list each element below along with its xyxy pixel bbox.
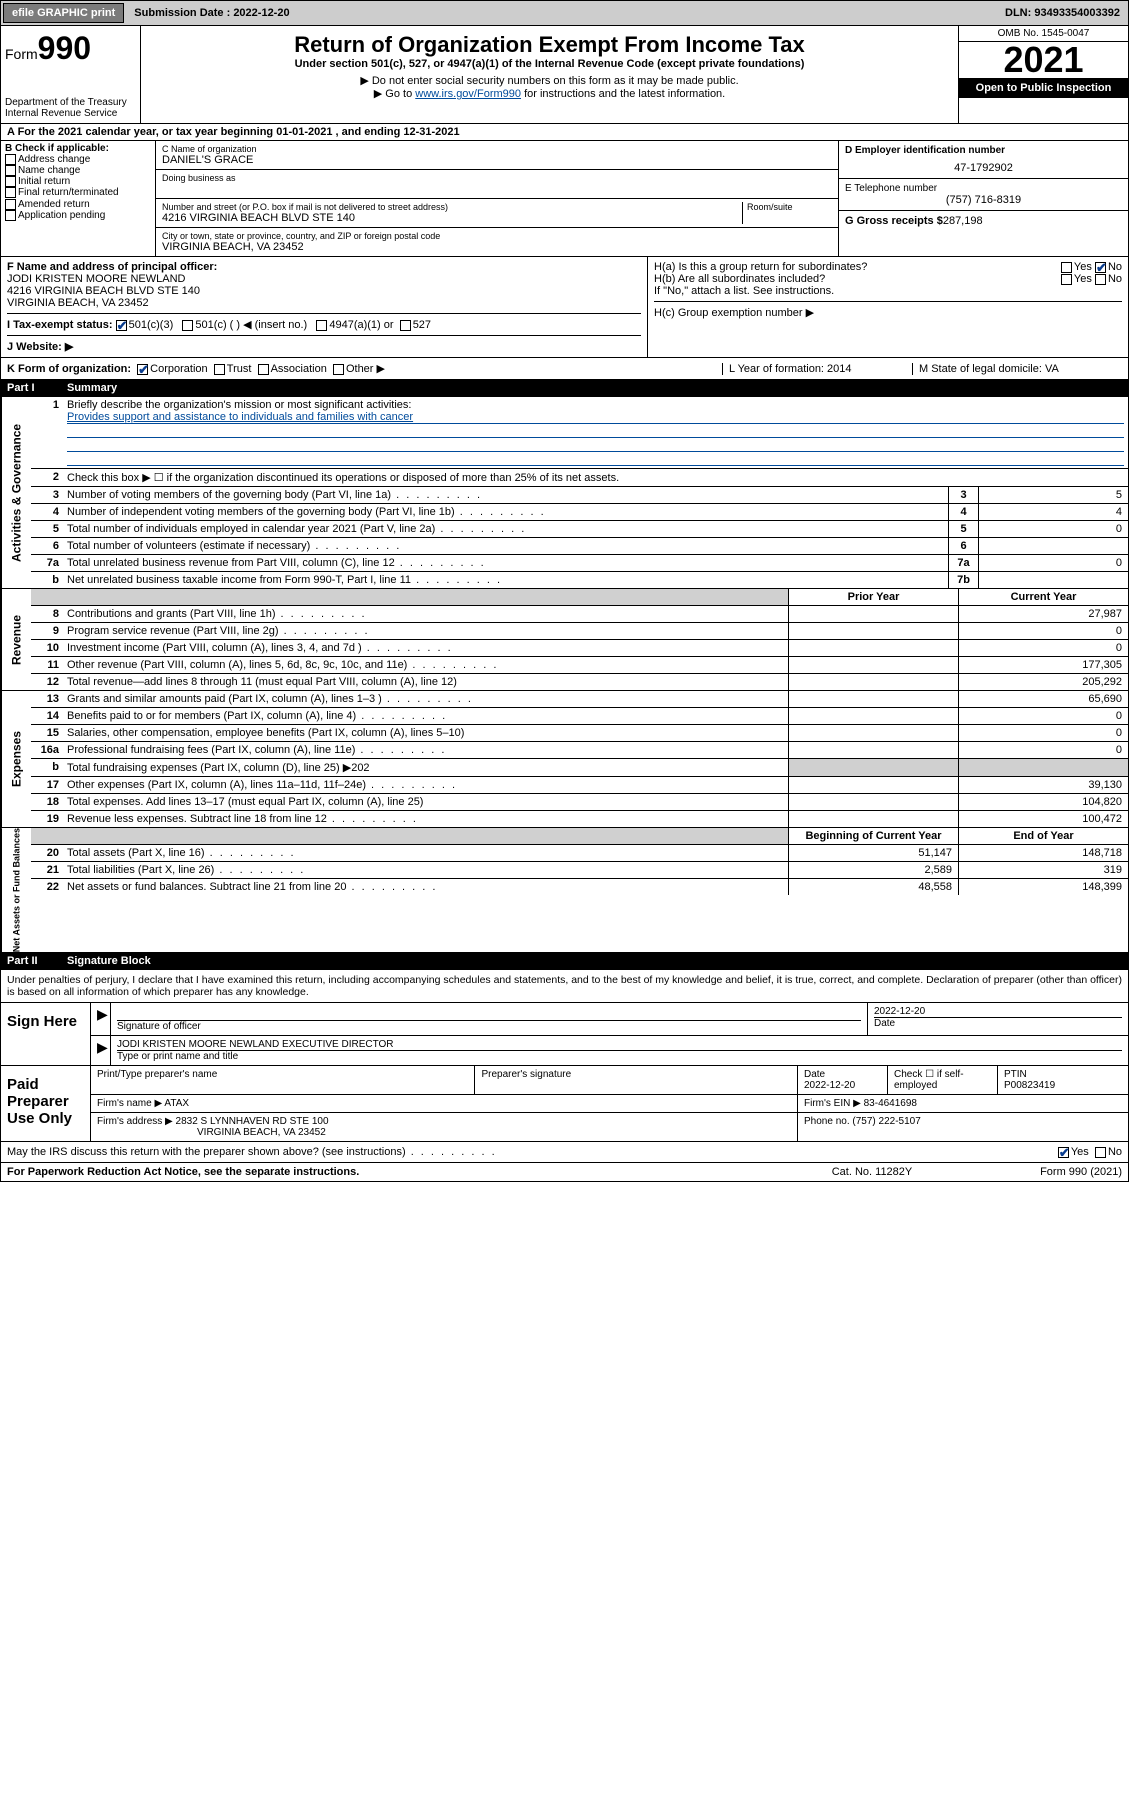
officer-line2: 4216 VIRGINIA BEACH BLVD STE 140 — [7, 285, 641, 297]
chk-other[interactable] — [333, 364, 344, 375]
org-name: DANIEL'S GRACE — [162, 154, 832, 166]
chk-amended[interactable] — [5, 199, 16, 210]
page-footer: For Paperwork Reduction Act Notice, see … — [0, 1163, 1129, 1182]
perjury-text: Under penalties of perjury, I declare th… — [0, 970, 1129, 1003]
chk-501c[interactable] — [182, 320, 193, 331]
grid-netassets: Net Assets or Fund Balances Beginning of… — [0, 828, 1129, 953]
chk-app-pending[interactable] — [5, 210, 16, 221]
chk-may-no[interactable] — [1095, 1147, 1106, 1158]
phone: (757) 716-8319 — [845, 194, 1122, 206]
sidetab-revenue: Revenue — [1, 589, 31, 690]
sidetab-expenses: Expenses — [1, 691, 31, 827]
dln: DLN: 93493354003392 — [997, 4, 1128, 22]
chk-hb-yes[interactable] — [1061, 274, 1072, 285]
org-city: VIRGINIA BEACH, VA 23452 — [162, 241, 832, 253]
firm-name: ATAX — [164, 1098, 189, 1109]
chk-trust[interactable] — [214, 364, 225, 375]
h-b: H(b) Are all subordinates included? Yes … — [654, 273, 1122, 285]
form990-link[interactable]: www.irs.gov/Form990 — [415, 88, 521, 100]
part1-header: Part ISummary — [0, 380, 1129, 397]
chk-501c3[interactable] — [116, 320, 127, 331]
submission-date: Submission Date : 2022-12-20 — [126, 4, 297, 22]
chk-may-yes[interactable] — [1058, 1147, 1069, 1158]
irs-label: Internal Revenue Service — [5, 108, 136, 119]
calendar-year-row: A For the 2021 calendar year, or tax yea… — [0, 124, 1129, 141]
part2-header: Part IISignature Block — [0, 953, 1129, 970]
form-header: Form990 Department of the Treasury Inter… — [0, 26, 1129, 124]
chk-final-return[interactable] — [5, 187, 16, 198]
tax-year: 2021 — [959, 42, 1128, 78]
chk-hb-no[interactable] — [1095, 274, 1106, 285]
col-c-org-info: C Name of organization DANIEL'S GRACE Do… — [156, 141, 838, 256]
grid-revenue: Revenue Prior YearCurrent Year 8Contribu… — [0, 589, 1129, 691]
h-b-note: If "No," attach a list. See instructions… — [654, 285, 1122, 297]
website-label: J Website: ▶ — [7, 341, 73, 353]
h-c: H(c) Group exemption number ▶ — [654, 301, 1122, 319]
firm-ein: 83-4641698 — [864, 1098, 917, 1109]
subtitle-1: Under section 501(c), 527, or 4947(a)(1)… — [147, 58, 952, 70]
dept-treasury: Department of the Treasury — [5, 97, 136, 108]
paid-preparer-block: Paid Preparer Use Only Print/Type prepar… — [0, 1066, 1129, 1142]
chk-4947[interactable] — [316, 320, 327, 331]
sidetab-activities: Activities & Governance — [1, 397, 31, 588]
chk-address-change[interactable] — [5, 154, 16, 165]
col-de: D Employer identification number 47-1792… — [838, 141, 1128, 256]
chk-ha-no[interactable] — [1095, 262, 1106, 273]
h-a: H(a) Is this a group return for subordin… — [654, 261, 1122, 273]
subtitle-3: ▶ Go to www.irs.gov/Form990 for instruct… — [147, 87, 952, 100]
form-title: Return of Organization Exempt From Incom… — [147, 32, 952, 58]
gross-receipts: 287,198 — [943, 215, 983, 227]
open-public: Open to Public Inspection — [959, 78, 1128, 98]
mission-text: Provides support and assistance to indiv… — [67, 411, 413, 423]
state-domicile: M State of legal domicile: VA — [912, 363, 1122, 375]
may-discuss-row: May the IRS discuss this return with the… — [0, 1142, 1129, 1163]
ein: 47-1792902 — [845, 162, 1122, 174]
ptin: P00823419 — [1004, 1080, 1055, 1091]
chk-initial-return[interactable] — [5, 176, 16, 187]
form-number: Form990 — [5, 30, 136, 67]
efile-button[interactable]: efile GRAPHIC print — [3, 3, 124, 23]
grid-expenses: Expenses 13Grants and similar amounts pa… — [0, 691, 1129, 828]
officer-line1: JODI KRISTEN MOORE NEWLAND — [7, 273, 641, 285]
row-fh: F Name and address of principal officer:… — [0, 257, 1129, 358]
top-bar: efile GRAPHIC print Submission Date : 20… — [0, 0, 1129, 26]
subtitle-2: ▶ Do not enter social security numbers o… — [147, 74, 952, 87]
sidetab-netassets: Net Assets or Fund Balances — [1, 828, 31, 952]
org-street: 4216 VIRGINIA BEACH BLVD STE 140 — [162, 212, 742, 224]
block-bcde: B Check if applicable: Address change Na… — [0, 141, 1129, 257]
year-formation: L Year of formation: 2014 — [722, 363, 912, 375]
firm-phone: (757) 222-5107 — [852, 1116, 920, 1127]
col-b-checkboxes: B Check if applicable: Address change Na… — [1, 141, 156, 256]
grid-activities: Activities & Governance 1 Briefly descri… — [0, 397, 1129, 589]
chk-ha-yes[interactable] — [1061, 262, 1072, 273]
chk-corp[interactable] — [137, 364, 148, 375]
row-klm: K Form of organization: Corporation Trus… — [0, 358, 1129, 380]
chk-527[interactable] — [400, 320, 411, 331]
chk-assoc[interactable] — [258, 364, 269, 375]
chk-name-change[interactable] — [5, 165, 16, 176]
officer-name-title: JODI KRISTEN MOORE NEWLAND EXECUTIVE DIR… — [117, 1039, 1122, 1050]
sign-here-block: Sign Here ▶ Signature of officer 2022-12… — [0, 1003, 1129, 1066]
officer-line3: VIRGINIA BEACH, VA 23452 — [7, 297, 641, 309]
